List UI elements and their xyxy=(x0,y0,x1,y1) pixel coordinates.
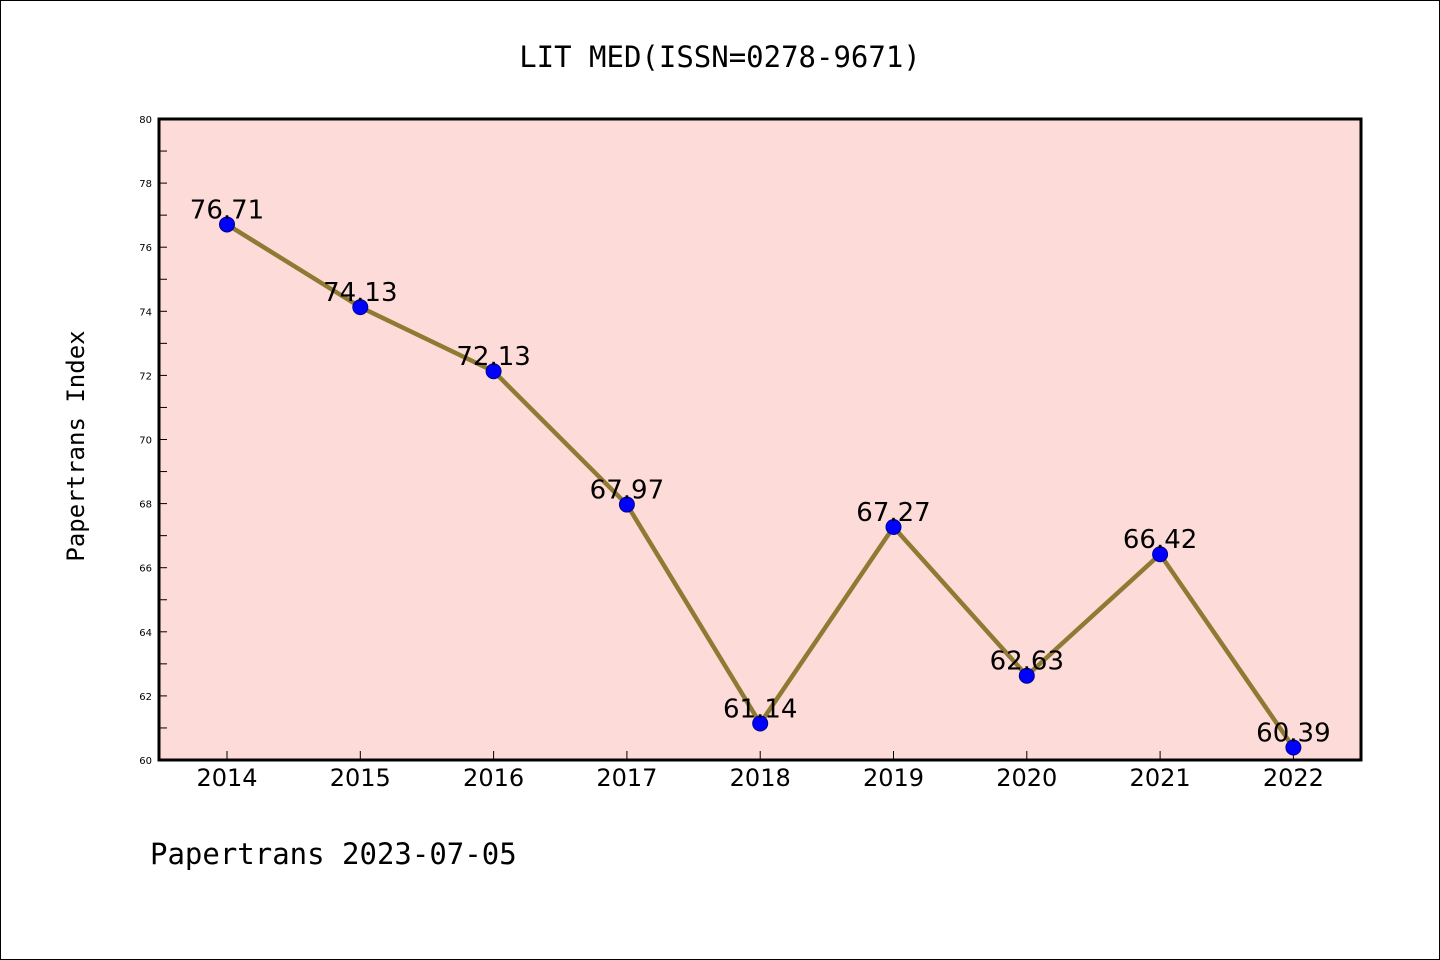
y-tick-label: 80 xyxy=(139,115,152,126)
data-value-label: 76.71 xyxy=(190,195,264,225)
data-point-marker xyxy=(1285,739,1302,756)
y-tick-label: 60 xyxy=(139,756,152,767)
data-value-label: 62.63 xyxy=(990,647,1064,677)
y-tick-label: 62 xyxy=(139,692,152,703)
x-tick-label: 2017 xyxy=(596,764,657,792)
x-tick-label: 2015 xyxy=(330,764,391,792)
data-point-marker xyxy=(618,496,635,513)
data-point-marker xyxy=(352,299,369,316)
data-value-label: 74.13 xyxy=(323,278,397,308)
y-tick-label: 72 xyxy=(139,371,152,382)
x-axis-ticks: 2014 2015 2016 2017 2018 2019 2020 2021 2022 xyxy=(196,751,1324,792)
x-tick-label: 2016 xyxy=(463,764,524,792)
x-tick-label: 2021 xyxy=(1130,764,1191,792)
data-value-label: 72.13 xyxy=(456,342,530,372)
y-tick-label: 64 xyxy=(139,628,152,639)
footer-caption: Papertrans 2023-07-05 xyxy=(150,837,517,871)
y-tick-label: 78 xyxy=(139,179,152,190)
data-value-label: 61.14 xyxy=(723,694,797,724)
y-tick-label: 70 xyxy=(139,436,152,447)
data-point-marker xyxy=(1152,546,1169,563)
data-point-marker xyxy=(1018,667,1035,684)
x-tick-label: 2019 xyxy=(863,764,924,792)
data-value-label: 60.39 xyxy=(1256,719,1330,749)
data-point-marker xyxy=(885,518,902,535)
data-point-marker xyxy=(752,715,769,732)
y-tick-label: 74 xyxy=(139,307,152,318)
y-tick-label: 76 xyxy=(139,243,152,254)
y-axis-ticks: 60 62 64 66 68 70 72 74 76 78 80 xyxy=(139,115,167,767)
series-layer xyxy=(219,216,1302,756)
y-tick-label: 66 xyxy=(139,564,152,575)
data-value-label: 67.97 xyxy=(590,476,664,506)
x-tick-label: 2022 xyxy=(1263,764,1324,792)
x-tick-label: 2020 xyxy=(996,764,1057,792)
data-labels-layer: 76.71 74.13 72.13 67.97 61.14 67.27 62.63 66.42… xyxy=(190,195,1331,748)
x-tick-label: 2014 xyxy=(196,764,257,792)
data-value-label: 67.27 xyxy=(856,498,930,528)
data-point-marker xyxy=(485,363,502,380)
plot-area xyxy=(159,119,1361,760)
x-tick-label: 2018 xyxy=(730,764,791,792)
y-tick-label: 68 xyxy=(139,500,152,511)
plot-border xyxy=(157,117,1363,762)
data-value-label: 66.42 xyxy=(1123,525,1197,555)
data-point-marker xyxy=(219,216,235,233)
chart-title: LIT MED(ISSN=0278-9671) xyxy=(519,40,921,74)
y-axis-label: Papertrans Index xyxy=(62,330,90,561)
